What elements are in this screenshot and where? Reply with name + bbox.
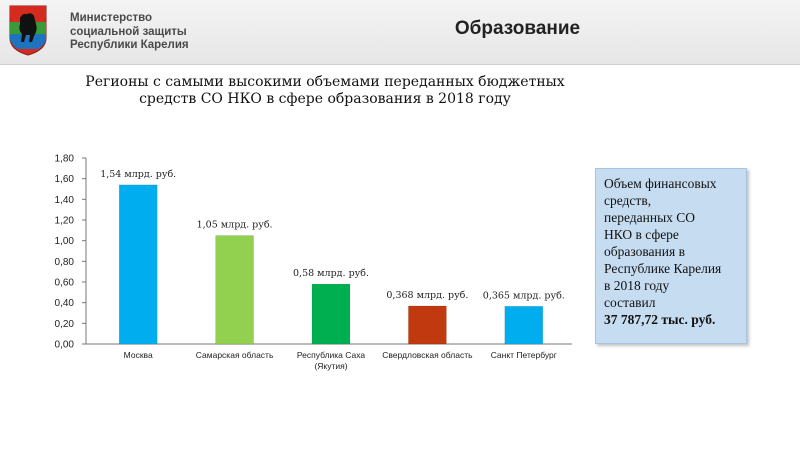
data-label: 0,58 млрд. руб. xyxy=(293,268,369,279)
chart-title-line: средств СО НКО в сфере образования в 201… xyxy=(139,91,511,107)
header-bar: Министерство социальной защиты Республик… xyxy=(0,0,800,65)
bar xyxy=(408,305,447,345)
bar xyxy=(504,306,544,345)
y-tick-label: 1,00 xyxy=(55,236,75,247)
ministry-line: Республики Карелия xyxy=(70,39,189,51)
bar xyxy=(215,235,254,345)
info-line: Объем финансовых xyxy=(604,176,717,191)
ministry-line: социальной защиты xyxy=(70,25,187,38)
y-tick-label: 1,40 xyxy=(55,195,75,206)
info-line: Республике Карелия xyxy=(604,261,722,276)
data-label: 0,365 млрд. руб. xyxy=(483,290,565,301)
y-tick-label: 0,00 xyxy=(55,340,75,351)
y-tick-label: 0,60 xyxy=(55,278,75,289)
category-label: (Якутия) xyxy=(314,361,347,371)
y-tick-label: 1,20 xyxy=(55,216,75,227)
y-tick-label: 0,40 xyxy=(55,298,75,309)
bar xyxy=(118,184,158,345)
data-label: 1,05 млрд. руб. xyxy=(197,220,273,231)
ministry-line: Министерство xyxy=(70,12,153,24)
info-line: образования в xyxy=(604,244,685,259)
category-label: Москва xyxy=(124,350,153,360)
ministry-name: Министерство социальной защиты Республик… xyxy=(70,12,189,53)
category-label: Самарская область xyxy=(196,350,274,360)
data-label: 1,54 млрд. руб. xyxy=(100,169,176,180)
info-line: средств, xyxy=(604,193,652,208)
info-amount: 37 787,72 тыс. руб. xyxy=(604,312,716,327)
info-line: в 2018 году xyxy=(604,278,670,293)
category-label: Санкт Петербург xyxy=(491,350,557,360)
category-label: Свердловская область xyxy=(382,350,473,360)
category-label: Республика Саха xyxy=(297,350,366,360)
y-tick-label: 1,60 xyxy=(55,174,75,185)
chart-title: Регионы с самыми высокими объемами перед… xyxy=(60,74,590,108)
info-line: НКО в сфере xyxy=(604,227,679,242)
karelia-emblem-icon xyxy=(9,5,47,56)
section-title: Образование xyxy=(454,18,581,39)
y-tick-label: 0,80 xyxy=(55,257,75,268)
info-box: Объем финансовых средств, переданных СО … xyxy=(595,168,747,344)
y-tick-label: 1,80 xyxy=(55,154,75,165)
chart-title-line: Регионы с самыми высокими объемами перед… xyxy=(85,74,565,90)
bar xyxy=(311,283,351,345)
info-line: переданных СО xyxy=(604,210,696,225)
y-tick-label: 0,20 xyxy=(55,319,75,330)
data-label: 0,368 млрд. руб. xyxy=(386,290,468,301)
info-line: составил xyxy=(604,295,656,310)
